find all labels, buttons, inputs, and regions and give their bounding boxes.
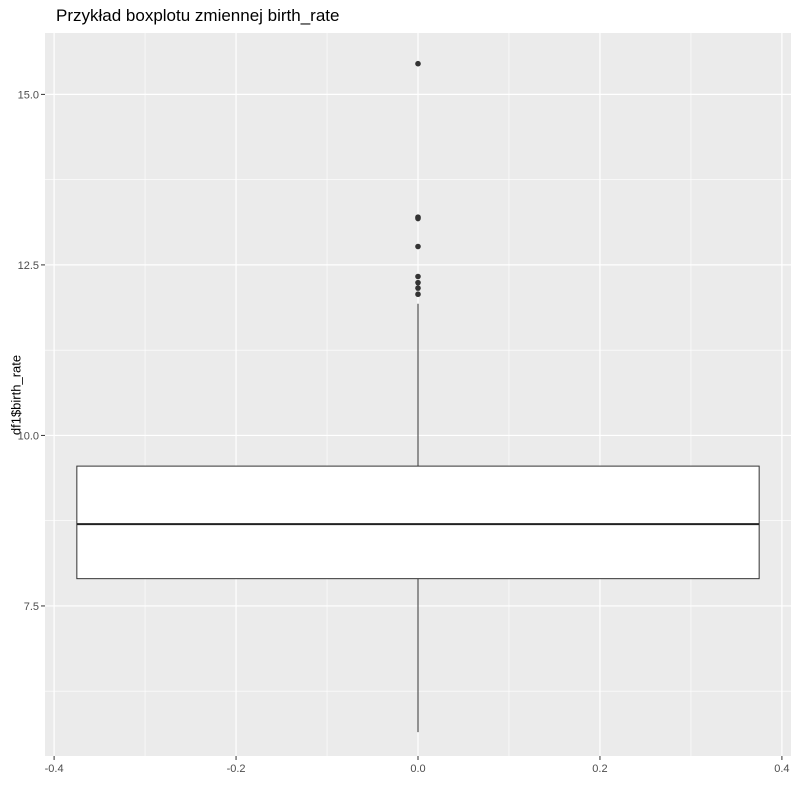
- outlier-point: [415, 60, 421, 67]
- outlier-point: [415, 273, 421, 280]
- x-tick-label: -0.2: [227, 763, 246, 775]
- outlier-point: [415, 279, 421, 286]
- y-tick-label: 15.0: [18, 89, 39, 101]
- chart-title: Przykład boxplotu zmiennej birth_rate: [56, 6, 340, 25]
- box-iqr: [76, 465, 760, 580]
- x-tick-label: -0.4: [45, 763, 64, 775]
- x-tick-label: 0.0: [410, 763, 425, 775]
- y-tick-label: 12.5: [18, 260, 39, 272]
- outlier-point: [415, 291, 421, 298]
- y-tick-label: 10.0: [18, 430, 39, 442]
- y-tick-label: 7.5: [24, 601, 39, 613]
- outlier-point: [415, 215, 421, 222]
- x-tick-label: 0.4: [774, 763, 789, 775]
- outlier-point: [415, 243, 421, 250]
- x-tick-label: 0.2: [592, 763, 607, 775]
- outlier-point: [415, 285, 421, 291]
